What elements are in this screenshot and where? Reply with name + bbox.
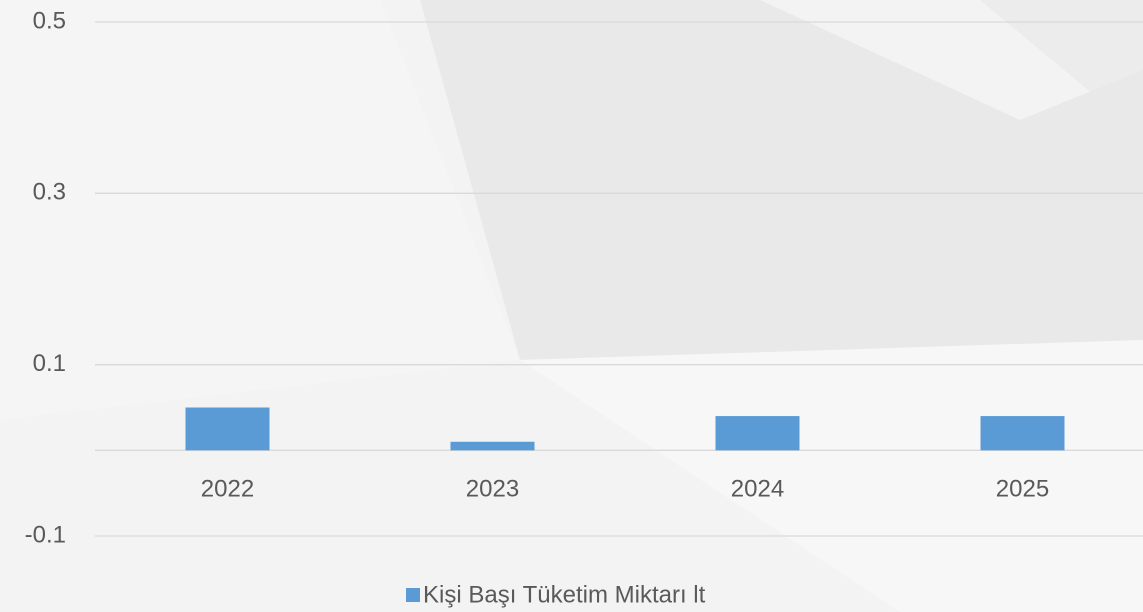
- background-shape: [520, 340, 1143, 612]
- y-tick-label: -0.1: [25, 521, 66, 548]
- x-tick-label: 2023: [466, 476, 519, 503]
- legend-swatch: [406, 588, 420, 602]
- y-tick-label: 0.3: [33, 179, 66, 206]
- x-tick-label: 2024: [731, 476, 784, 503]
- background-shape: [420, 0, 1143, 360]
- x-tick-label: 2022: [201, 476, 254, 503]
- y-tick-label: 0.1: [33, 350, 66, 377]
- bar: [980, 416, 1065, 451]
- background-shape: [0, 0, 520, 420]
- bar: [450, 441, 535, 451]
- x-tick-label: 2025: [996, 476, 1049, 503]
- bar: [185, 407, 270, 451]
- bar: [715, 416, 800, 451]
- background-shape: [380, 0, 1143, 100]
- legend-label: Kişi Başı Tüketim Miktarı lt: [423, 581, 706, 608]
- y-tick-label: 0.5: [33, 7, 66, 34]
